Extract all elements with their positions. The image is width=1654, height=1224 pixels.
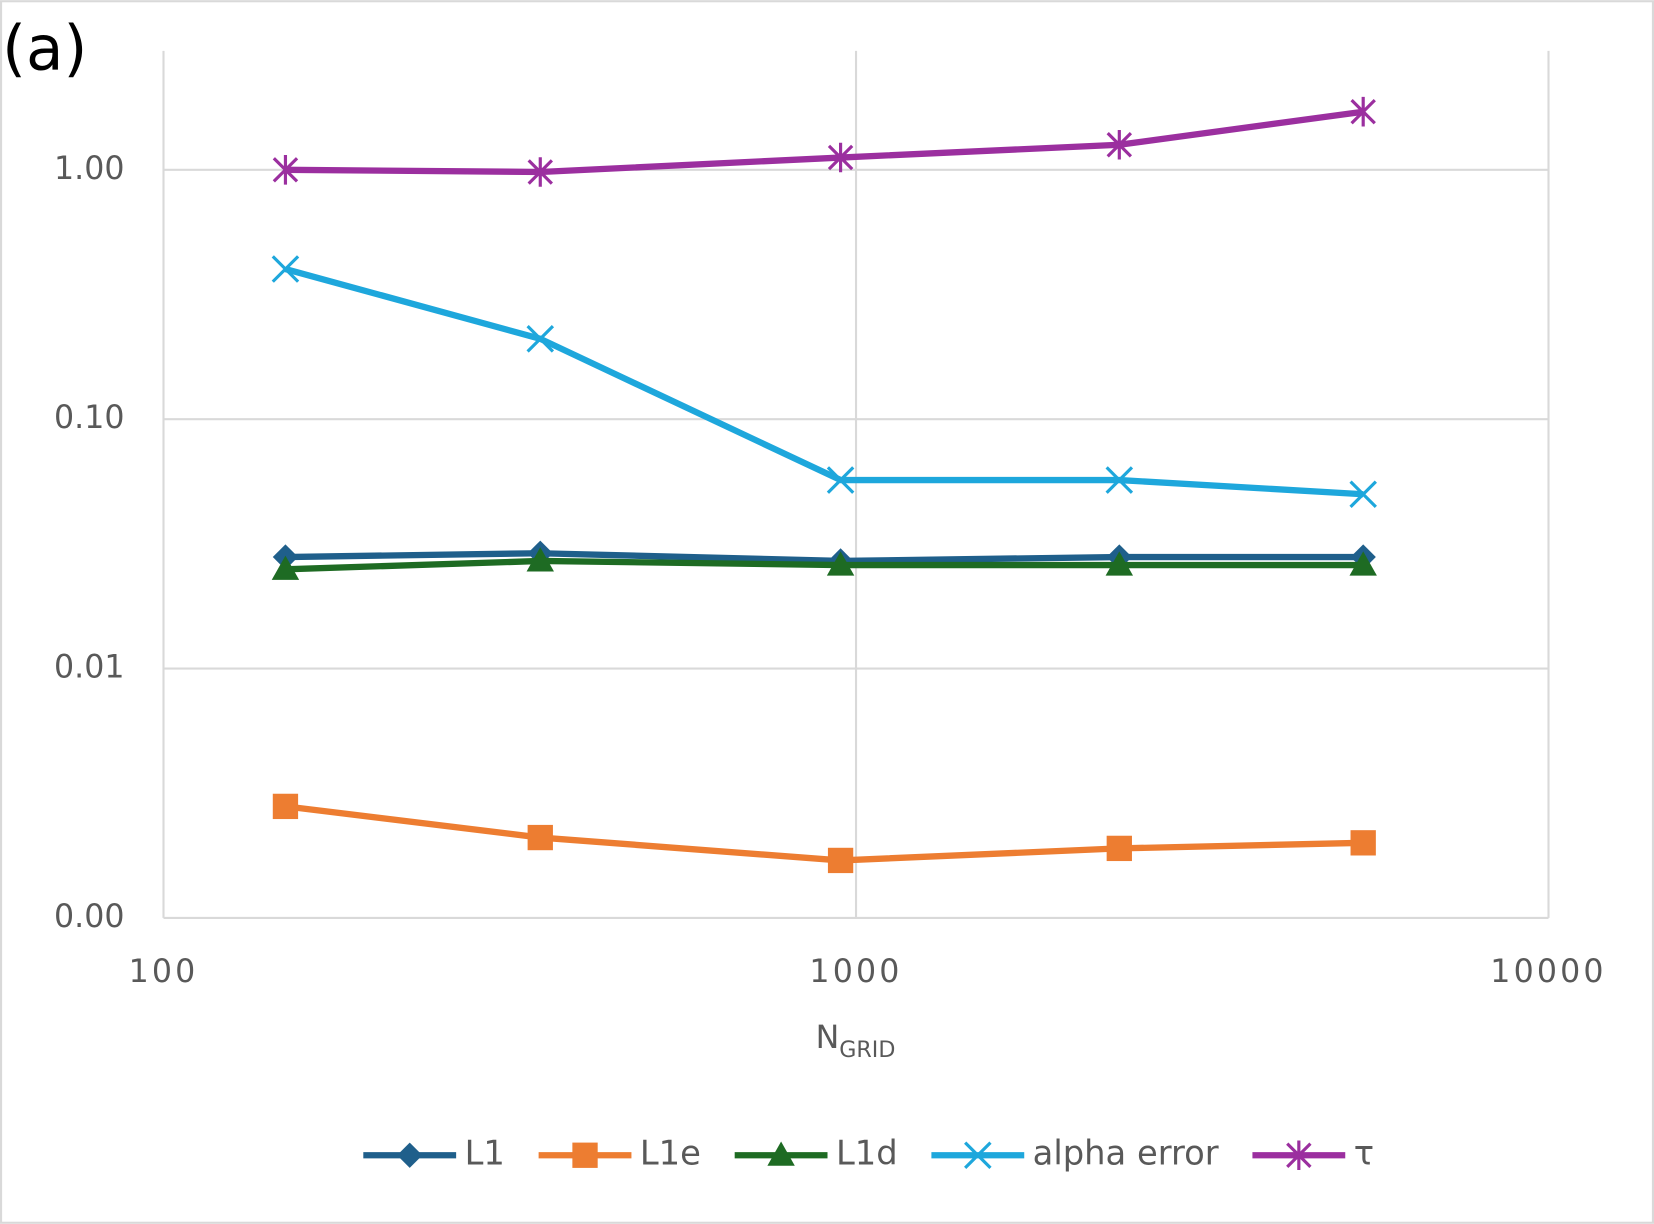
x-axis-label: NGRID xyxy=(816,1020,896,1062)
x-axis-label-sub: GRID xyxy=(839,1036,895,1062)
y-tick-label: 0.00 xyxy=(54,899,124,935)
legend-item: alpha error xyxy=(931,1134,1219,1173)
data-point xyxy=(1350,830,1376,856)
legend-marker xyxy=(572,1142,598,1168)
annotation: (a) xyxy=(2,14,87,85)
legend-marker xyxy=(964,1141,992,1170)
y-tick-label: 1.00 xyxy=(54,151,124,187)
data-point xyxy=(1349,480,1377,509)
x-tick-label: 1000 xyxy=(809,954,902,990)
legend-label: L1d xyxy=(836,1134,898,1173)
data-point xyxy=(272,793,299,820)
data-point xyxy=(1105,466,1134,494)
legend-label: L1e xyxy=(640,1134,701,1173)
legend-item: L1d xyxy=(734,1134,898,1173)
legend-label: L1 xyxy=(465,1134,505,1173)
data-point xyxy=(526,325,555,353)
data-point xyxy=(1106,835,1132,862)
legend-label: alpha error xyxy=(1033,1134,1219,1173)
data-point xyxy=(827,847,854,874)
data-point xyxy=(1350,96,1376,127)
data-point xyxy=(527,824,553,851)
y-tick-label: 0.01 xyxy=(54,650,124,686)
legend-marker xyxy=(767,1141,795,1166)
data-point xyxy=(1349,551,1377,576)
data-point xyxy=(526,547,554,572)
data-point xyxy=(527,157,553,187)
data-point xyxy=(1105,551,1134,576)
x-tick-label: 100 xyxy=(129,954,199,990)
data-point xyxy=(272,155,299,185)
data-point xyxy=(271,555,300,580)
data-point xyxy=(827,142,854,173)
legend-label: τ xyxy=(1354,1134,1374,1173)
legend-item: τ xyxy=(1252,1134,1374,1173)
x-axis-label-main: N xyxy=(816,1020,840,1056)
legend-marker xyxy=(1286,1140,1312,1171)
data-point xyxy=(826,551,855,576)
legend-item: L1e xyxy=(538,1134,701,1173)
data-point xyxy=(271,255,300,283)
x-tick-label: 10000 xyxy=(1490,954,1606,990)
data-point xyxy=(826,466,855,494)
data-point xyxy=(1106,130,1133,160)
y-tick-label: 0.10 xyxy=(54,400,124,436)
